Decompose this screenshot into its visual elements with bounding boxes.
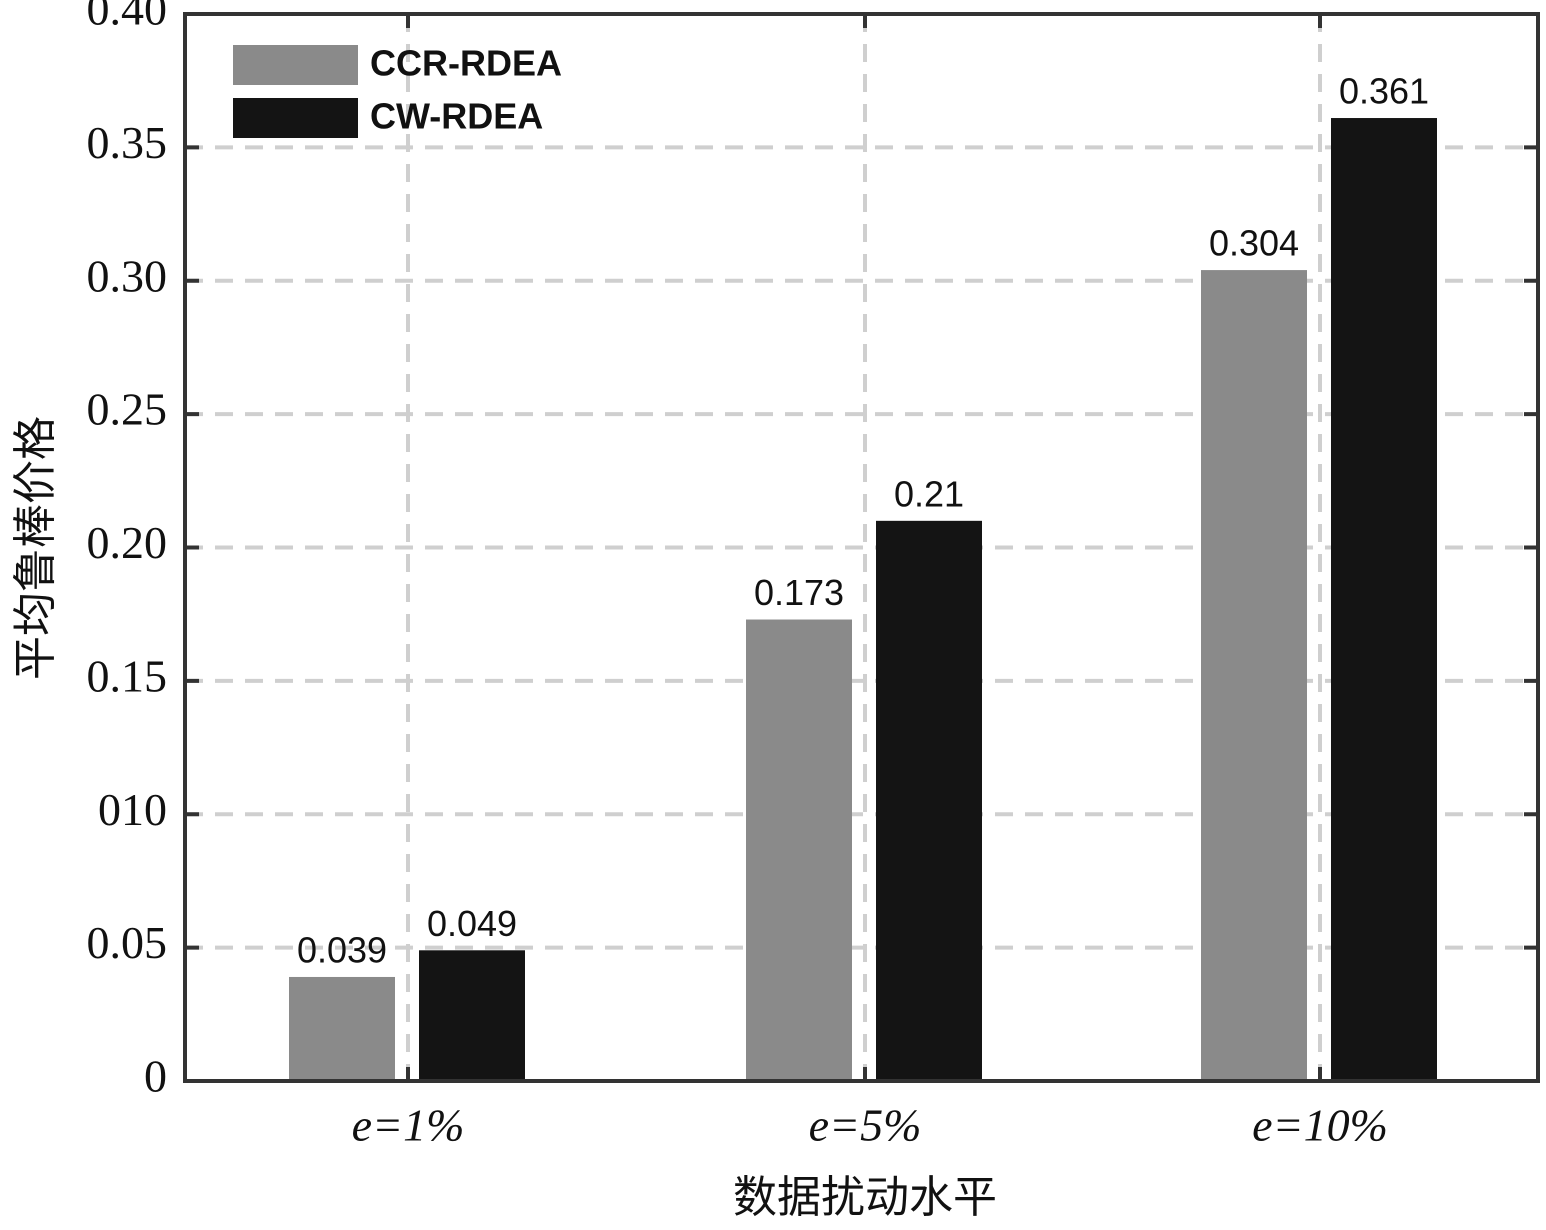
y-tick-label: 0.25	[87, 384, 168, 435]
y-tick-label: 0.05	[87, 917, 168, 968]
legend-label: CCR-RDEA	[370, 43, 562, 84]
value-label: 0.304	[1209, 223, 1299, 264]
value-label: 0.21	[894, 473, 964, 514]
value-label: 0.039	[297, 929, 387, 970]
value-label: 0.361	[1339, 71, 1429, 112]
bar	[289, 976, 395, 1081]
legend-label: CW-RDEA	[370, 96, 543, 137]
bar	[746, 619, 852, 1081]
value-label: 0.049	[427, 903, 517, 944]
y-tick-label: 010	[98, 784, 167, 835]
y-tick-label: 0.30	[87, 250, 168, 301]
y-tick-label: 0	[144, 1051, 167, 1102]
x-tick-label: e=1%	[352, 1100, 465, 1151]
bar	[1331, 118, 1437, 1082]
y-tick-label: 0.35	[87, 117, 168, 168]
bar	[419, 950, 525, 1081]
x-tick-label: e=5%	[809, 1100, 922, 1151]
bar	[1201, 270, 1307, 1082]
x-tick-label: e=10%	[1252, 1100, 1388, 1151]
y-axis-label: 平均鲁棒价格	[10, 416, 61, 680]
y-tick-label: 0.40	[87, 0, 168, 35]
legend-swatch	[233, 45, 358, 85]
x-axis-label: 数据扰动水平	[733, 1172, 997, 1223]
plot-frame	[183, 12, 1540, 1083]
bar	[876, 520, 982, 1081]
legend-swatch	[233, 98, 358, 138]
value-label: 0.173	[754, 572, 844, 613]
y-tick-label: 0.15	[87, 650, 168, 701]
y-tick-label: 0.20	[87, 517, 168, 568]
